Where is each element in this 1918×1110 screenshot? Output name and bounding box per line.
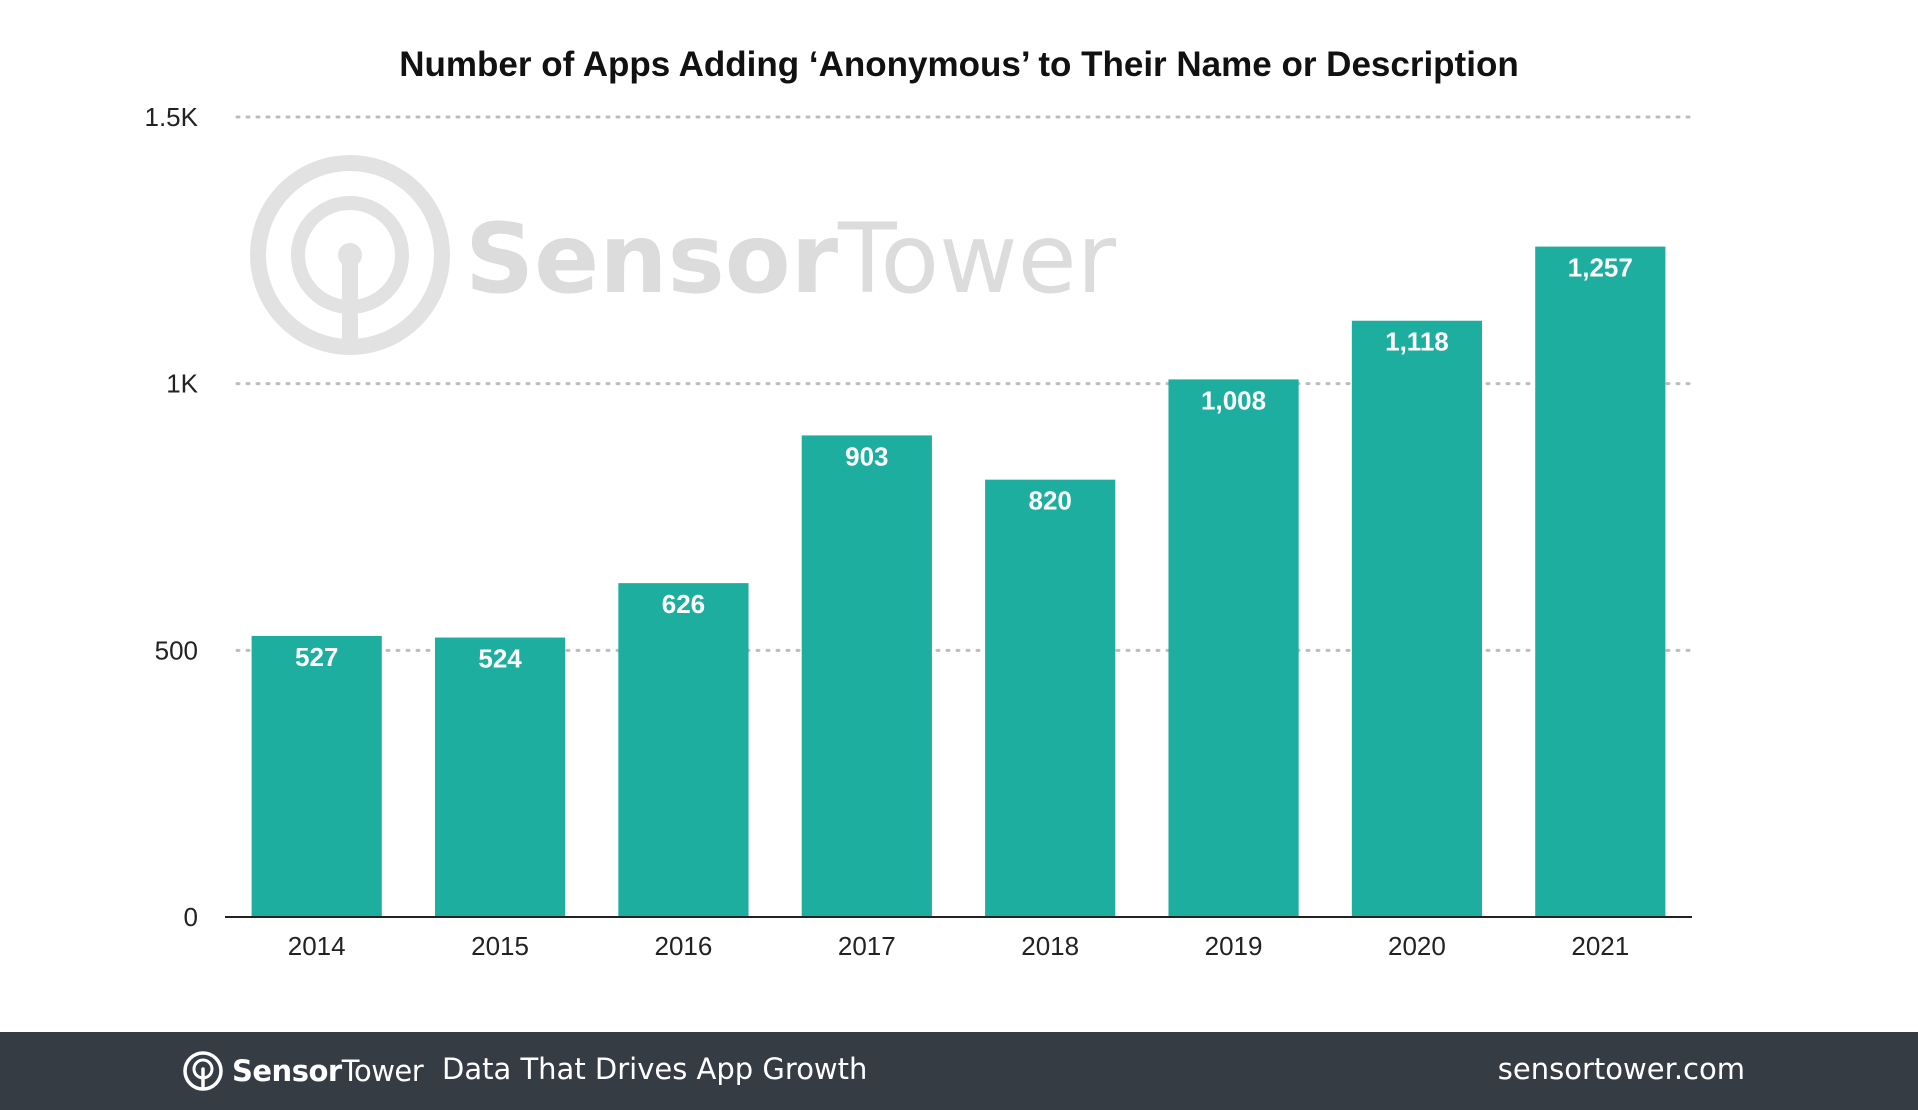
bar-value-label: 820 bbox=[1028, 486, 1071, 516]
x-tick-label: 2014 bbox=[288, 931, 346, 961]
chart-area: SensorTower Number of Apps Adding ‘Anony… bbox=[145, 45, 1694, 961]
bar-value-label: 527 bbox=[295, 642, 338, 672]
x-tick-label: 2019 bbox=[1205, 931, 1263, 961]
footer-tagline: Data That Drives App Growth bbox=[442, 1052, 868, 1086]
bar bbox=[618, 583, 749, 917]
bar-value-label: 524 bbox=[478, 644, 522, 674]
y-tick-label: 1.5K bbox=[145, 102, 199, 132]
bar-chart: SensorTower Number of Apps Adding ‘Anony… bbox=[145, 45, 1694, 961]
footer-logo[interactable]: SensorTower bbox=[182, 1048, 424, 1094]
watermark-text: SensorTower bbox=[465, 203, 1117, 315]
bars: 527 524 626 903 820 1,008 1,118 1,257 bbox=[251, 246, 1666, 918]
bar-value-label: 1,008 bbox=[1201, 385, 1266, 415]
bar bbox=[1168, 379, 1299, 917]
chart-title: Number of Apps Adding ‘Anonymous’ to The… bbox=[399, 45, 1518, 84]
bar-value-label: 903 bbox=[845, 441, 888, 471]
footer-logo-text: SensorTower bbox=[232, 1054, 424, 1088]
x-tick-label: 2015 bbox=[471, 931, 529, 961]
bar-value-label: 1,257 bbox=[1568, 253, 1633, 283]
x-axis-ticks: 2014 2015 2016 2017 2018 2019 2020 2021 bbox=[288, 931, 1629, 961]
y-tick-label: 1K bbox=[166, 369, 198, 399]
x-tick-label: 2016 bbox=[655, 931, 713, 961]
y-tick-label: 0 bbox=[184, 902, 198, 932]
bar-value-label: 626 bbox=[662, 589, 705, 619]
sensortower-logo-icon bbox=[183, 1051, 223, 1091]
x-tick-label: 2017 bbox=[838, 931, 896, 961]
watermark: SensorTower bbox=[250, 155, 1117, 355]
bar bbox=[1535, 246, 1666, 918]
y-axis-ticks: 0 500 1K 1.5K bbox=[145, 102, 199, 932]
x-tick-label: 2021 bbox=[1571, 931, 1629, 961]
x-tick-label: 2018 bbox=[1021, 931, 1079, 961]
footer-url-link[interactable]: sensortower.com bbox=[1497, 1052, 1745, 1086]
x-tick-label: 2020 bbox=[1388, 931, 1446, 961]
bar bbox=[434, 637, 566, 917]
y-tick-label: 500 bbox=[155, 635, 198, 665]
footer-bar: SensorTower Data That Drives App Growth … bbox=[0, 1032, 1918, 1110]
bar bbox=[985, 479, 1116, 917]
bar bbox=[1351, 320, 1483, 917]
bar bbox=[801, 435, 932, 917]
bar-value-label: 1,118 bbox=[1385, 327, 1449, 357]
watermark-logo-icon bbox=[250, 155, 450, 355]
bar bbox=[251, 635, 382, 917]
